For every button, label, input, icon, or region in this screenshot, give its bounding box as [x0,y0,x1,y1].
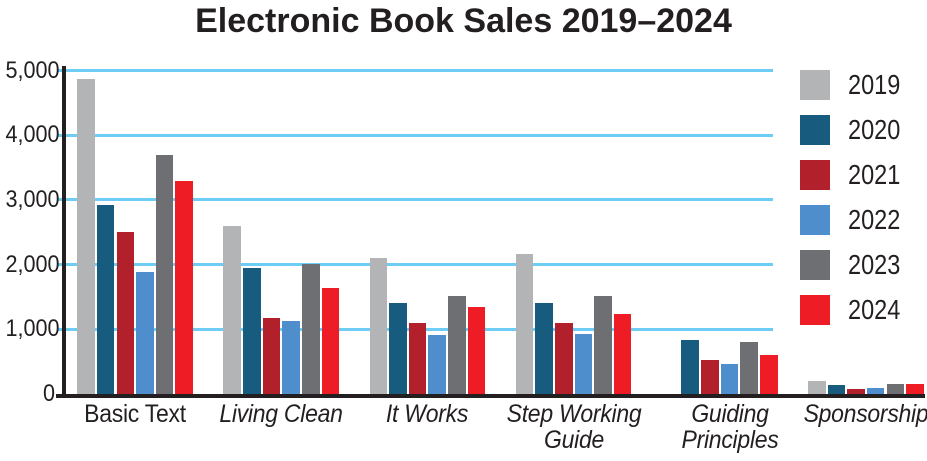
bar-2024-guiding-principles [760,355,778,394]
gridline-2000 [56,263,773,267]
bar-2022-sponsorship [866,388,885,394]
category-label-line: It Works [386,400,469,428]
bar-2019-living-clean [223,225,241,394]
bar-2022-it-works [428,335,447,394]
bar-2020-it-works [389,302,407,394]
bar-2020-step-working-guide [535,302,553,394]
bar-2023-sponsorship [886,384,905,394]
legend-label-2024: 2024 [848,293,901,325]
bar-2020-living-clean [243,268,261,394]
bar-2023-it-works [448,296,466,394]
category-label-line: Guide [543,426,604,454]
bar-2021-sponsorship [847,388,865,394]
bar-2024-basic-text [175,181,194,394]
bar-2020-guiding-principles [681,339,700,394]
gridline-5000 [56,69,773,72]
y-tick-label: 5,000 [5,56,60,84]
bar-2024-living-clean [321,287,340,394]
legend-row-2020: 2020 [800,113,910,145]
bar-2022-basic-text [136,272,154,394]
bar-2020-basic-text [96,205,115,394]
legend-swatch-2020 [800,114,830,145]
legend-label-2023: 2023 [848,248,901,280]
bar-2021-step-working-guide [554,322,573,394]
bar-2024-step-working-guide [613,313,632,394]
legend-swatch-2019 [800,70,830,100]
x-label-sponsorship: Sponsorship [765,401,927,427]
x-axis-line [56,394,925,398]
y-tick-label: 4,000 [5,121,60,149]
chart-title: Electronic Book Sales 2019–2024 [195,2,732,40]
y-tick-label: 3,000 [5,185,60,213]
legend-label-2020: 2020 [848,113,901,145]
bar-2021-it-works [408,323,427,394]
legend-swatch-2021 [800,159,830,190]
bar-2020-sponsorship [827,384,846,394]
y-axis-line [62,66,66,398]
legend-row-2022: 2022 [800,203,910,235]
y-tick-label: 0 [42,380,55,407]
bar-2021-living-clean [262,317,281,394]
category-label-line: Step Working [506,400,641,428]
legend-row-2021: 2021 [800,158,910,190]
bar-2023-living-clean [301,263,320,394]
bar-2023-step-working-guide [594,296,612,394]
legend-swatch-2022 [800,204,830,235]
bar-2019-it-works [369,258,388,394]
x-label-living-clean: Living Clean [180,401,382,427]
bar-2024-sponsorship [906,383,924,394]
x-label-basic-text: Basic Text [34,401,236,427]
legend-label-2019: 2019 [848,69,901,100]
category-label-line: Sponsorship [803,400,927,428]
legend-row-2023: 2023 [800,248,910,280]
bar-2023-basic-text [155,154,174,394]
bar-2019-basic-text [77,78,95,394]
x-label-guiding-principles: Guiding Principles [628,401,830,453]
x-label-step-working-guide: Step Working Guide [472,401,674,453]
y-tick-label: 1,000 [5,315,60,343]
bar-2022-living-clean [282,320,300,394]
bar-2019-step-working-guide [515,253,534,394]
gridline-3000 [56,198,773,202]
category-label-line: Living Clean [219,400,344,428]
legend-row-2019: 2019 [800,70,910,100]
bar-2019-sponsorship [807,381,826,394]
legend-label-2022: 2022 [848,203,901,235]
bar-2022-step-working-guide [574,334,593,394]
gridline-4000 [56,133,773,137]
bar-2024-it-works [467,307,486,394]
x-label-it-works: It Works [326,401,528,427]
legend-swatch-2023 [800,249,830,280]
category-label-line: Principles [681,426,779,454]
bar-2021-basic-text [116,231,135,394]
legend-swatch-2024 [800,294,830,325]
category-label-line: Basic Text [84,400,186,428]
bar-2022-guiding-principles [720,363,739,394]
bar-2021-guiding-principles [701,360,719,394]
category-label-line: Guiding [690,400,769,428]
legend-row-2024: 2024 [800,293,910,325]
y-tick-label: 2,000 [5,250,60,278]
bar-2023-guiding-principles [740,341,758,394]
legend-label-2021: 2021 [848,158,901,190]
